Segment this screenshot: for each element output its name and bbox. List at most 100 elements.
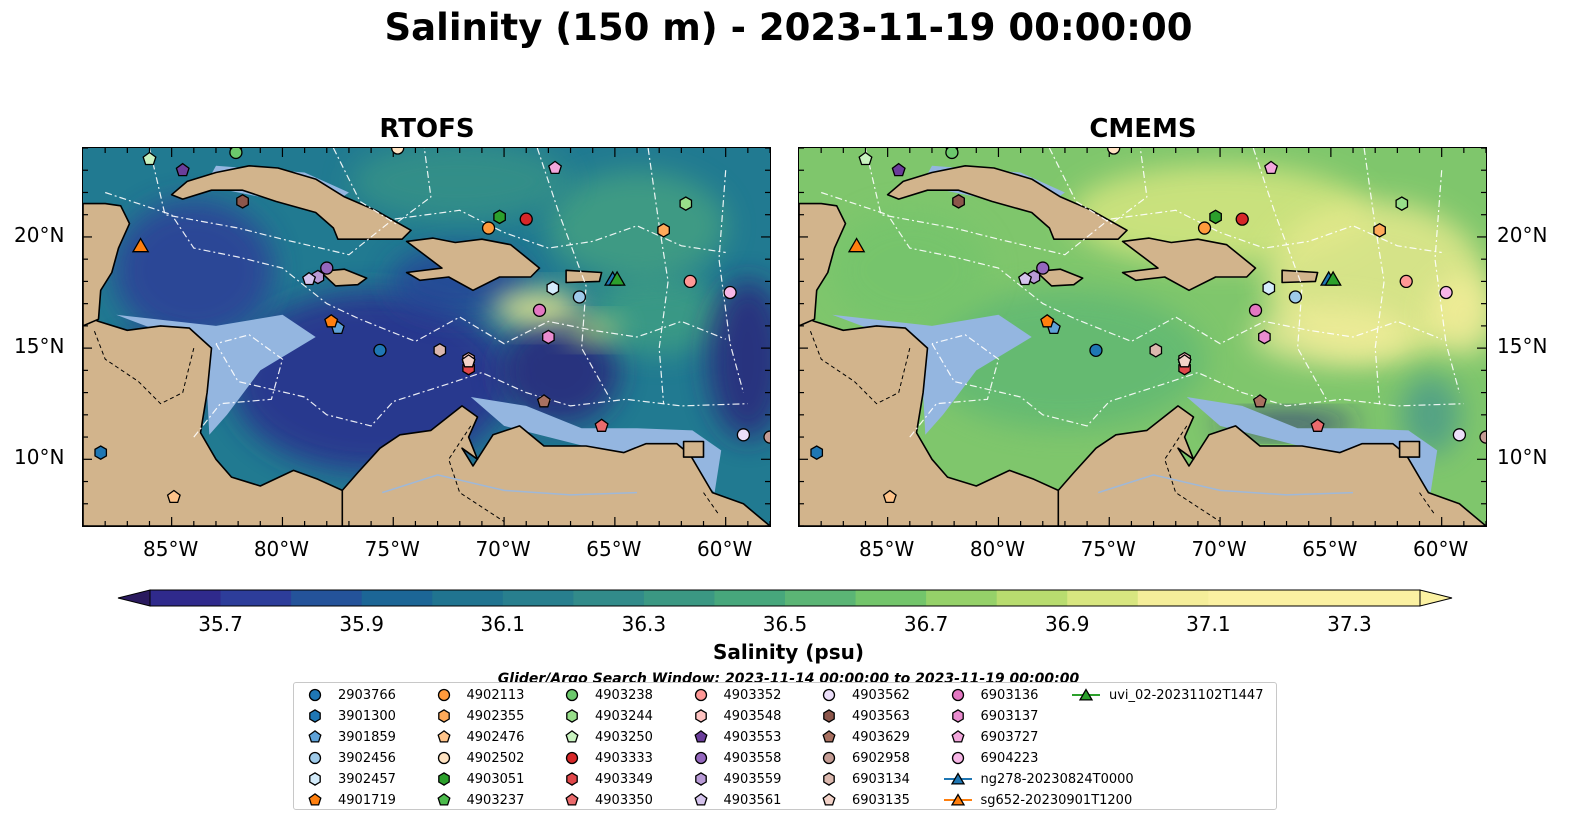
platform-4903350-marker: [1310, 418, 1325, 432]
circle-marker-icon: [437, 688, 450, 702]
platform-4902476-marker: [166, 489, 181, 504]
legend-label: 6903727: [980, 729, 1039, 745]
colorbar-ticks: 35.7 35.9 36.1 36.3 36.5 36.7 36.9 37.1 37.3: [0, 612, 1577, 638]
legend-label: 4903237: [466, 792, 525, 808]
eez-boundary: [1434, 170, 1460, 393]
platform-6902958-marker: [763, 430, 770, 444]
platform-6903727-marker: [548, 160, 563, 175]
platform-6903137-marker: [542, 329, 555, 345]
platform-4903562-marker: [1452, 428, 1467, 442]
legend-label: 3901300: [338, 708, 396, 724]
circle-marker-icon: [437, 751, 450, 765]
legend-item: 4901719: [300, 790, 396, 810]
colorbar-tick-label: 35.7: [198, 612, 243, 636]
colorbar-bin: [785, 590, 857, 606]
colorbar: [117, 589, 1453, 607]
platform-4902476-marker: [882, 489, 897, 504]
legend-label: 4902502: [466, 750, 525, 766]
legend-item: 4903237: [429, 790, 525, 810]
eez-boundary: [332, 148, 432, 225]
triangle-marker-icon: [1072, 688, 1100, 701]
legend-item: 6903137: [943, 706, 1039, 726]
hexagon-marker-icon: [309, 772, 321, 786]
south-america-landmass: [341, 405, 770, 526]
circle-marker-icon: [951, 688, 964, 702]
platform-4903629-marker: [1252, 394, 1267, 408]
hexagon-marker-icon: [694, 709, 707, 723]
legend-item: 3901859: [300, 727, 396, 747]
pentagon-marker-icon: [436, 730, 451, 743]
platform-4902113-marker: [481, 221, 496, 235]
platform-6902958-marker: [1479, 430, 1486, 444]
colorbar-tick-label: 37.3: [1327, 612, 1372, 636]
platform-4903238-marker: [229, 148, 243, 160]
colorbar-bin: [1137, 590, 1209, 606]
cuba-landmass: [170, 164, 412, 240]
legend-label: 6903136: [980, 687, 1039, 703]
colorbar-outline: [149, 589, 1421, 607]
glider-sg652-20230901T1200-marker: [847, 237, 866, 253]
yucatan-landmass: [799, 202, 847, 327]
colorbar-bin: [502, 590, 574, 606]
platform-4903238-marker: [945, 148, 959, 160]
legend: 2903766 3901300 3901859 3902456 3902457 49017…: [293, 682, 1277, 810]
colorbar-bin: [220, 590, 292, 606]
lat-label: 15°N: [1497, 334, 1548, 359]
eez-boundary: [909, 334, 1000, 438]
legend-label: 4903238: [595, 687, 653, 703]
platform-4903352-marker: [683, 274, 697, 289]
platform-4902113-marker: [1197, 221, 1212, 235]
lat-label: 10°N: [14, 445, 65, 470]
pentagon-marker-icon: [308, 793, 322, 806]
legend-item: 4903629: [814, 727, 910, 747]
country-border: [1164, 425, 1221, 523]
lon-label: 60°W: [1413, 537, 1469, 561]
legend-label: 6903135: [852, 792, 910, 808]
legend-label: 6903134: [852, 771, 910, 787]
legend-item: uvi_02-20231102T1447: [1071, 685, 1263, 705]
shallow-shelf-area: [1186, 397, 1438, 493]
colorbar-bin: [643, 590, 715, 606]
legend-label: 4902113: [466, 687, 525, 703]
lat-label: 20°N: [14, 222, 65, 247]
platform-4903561-marker: [302, 271, 317, 286]
cuba-landmass: [886, 164, 1128, 240]
legend-item: 4902476: [429, 727, 525, 747]
legend-label: 3902457: [338, 771, 396, 787]
legend-label: 2903766: [338, 687, 396, 703]
platform-4903563-marker: [236, 194, 249, 209]
eez-boundary: [647, 148, 669, 404]
legend-label: 4903352: [723, 687, 782, 703]
legend-label: 6903137: [980, 708, 1039, 724]
legend-label: 4902476: [466, 729, 525, 745]
circle-marker-icon: [822, 688, 836, 702]
pentagon-marker-icon: [308, 730, 322, 743]
lon-label: 65°W: [586, 537, 642, 561]
rtofs-map: [82, 147, 771, 527]
pentagon-marker-icon: [693, 730, 708, 743]
lon-label: 85°W: [859, 537, 915, 561]
platform-4903333-marker: [1235, 212, 1249, 226]
circle-marker-icon: [308, 751, 322, 765]
legend-label: 4903350: [595, 792, 653, 808]
legend-label: 3902456: [338, 750, 396, 766]
legend-item: 4903051: [429, 769, 524, 789]
salinity-feature: [499, 315, 620, 426]
eez-boundary: [864, 148, 1442, 256]
pentagon-marker-icon: [822, 793, 836, 806]
platform-4902502-marker: [391, 148, 405, 155]
hexagon-marker-icon: [309, 709, 321, 723]
platform-4903629-marker: [536, 394, 551, 408]
legend-label: 4903548: [723, 708, 782, 724]
salinity-feature: [589, 274, 730, 355]
pentagon-marker-icon: [950, 730, 965, 743]
eez-boundary: [536, 148, 611, 400]
colorbar-tick-label: 37.1: [1186, 612, 1231, 636]
platform-4902502-marker: [1107, 148, 1121, 155]
hexagon-marker-icon: [694, 772, 707, 786]
hexagon-marker-icon: [823, 772, 835, 786]
country-border: [93, 330, 195, 405]
circle-marker-icon: [951, 751, 964, 765]
platform-6903135-marker: [1177, 354, 1192, 368]
circle-marker-icon: [822, 751, 836, 765]
